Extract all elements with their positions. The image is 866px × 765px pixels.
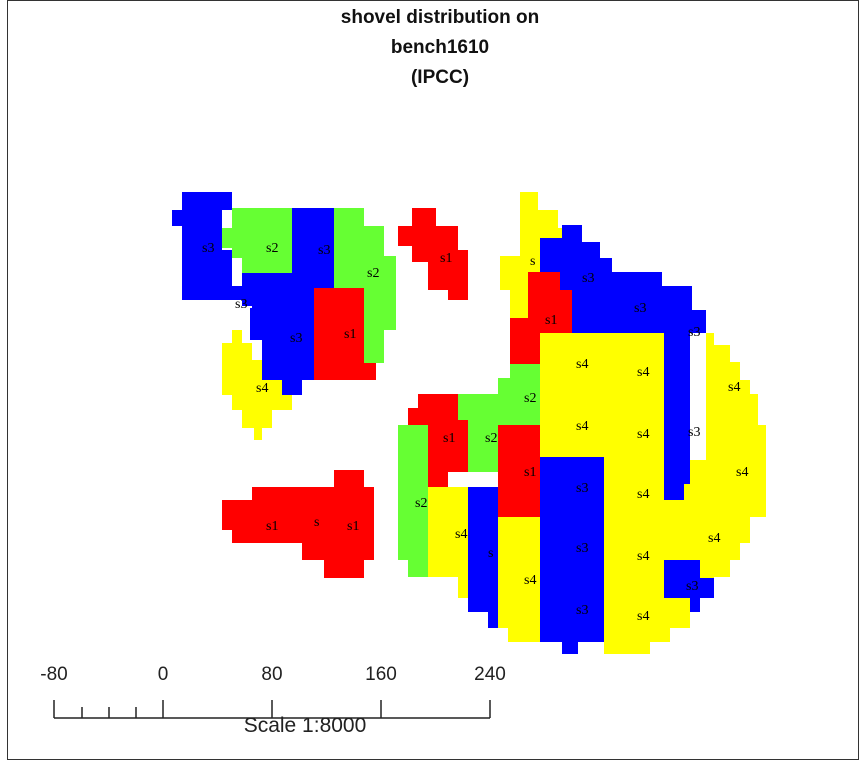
zone-label: s1 [440, 251, 452, 266]
zone-label: s4 [576, 419, 588, 434]
block-northwest [172, 192, 396, 440]
zone-label: s1 [545, 313, 557, 328]
scale-tick-label: 240 [474, 664, 506, 685]
zone-label: s3 [235, 297, 247, 312]
zone-label: s3 [576, 541, 588, 556]
zone-s3-northwest-a [172, 192, 302, 395]
map-title-line-3: (IPCC) [410, 67, 470, 88]
zone-label: s3 [202, 241, 214, 256]
zone-label: s3 [634, 301, 646, 316]
zone-s2-northwest-a [222, 208, 292, 273]
zone-label: s [530, 254, 535, 269]
zone-label: s3 [688, 425, 700, 440]
zone-s3-northwest-b [242, 208, 334, 380]
zone-label: s4 [637, 487, 649, 502]
zone-label: s1 [266, 519, 278, 534]
zone-labels: s3 s2 s3 s2 s1 s3 s3 s1 s4 s s3 s3 s1 s3… [202, 241, 748, 624]
zone-label: s [314, 515, 319, 530]
zone-label: s3 [576, 603, 588, 618]
zone-s1-east-center-b [498, 425, 540, 517]
zone-label: s3 [686, 579, 698, 594]
zone-label: s1 [344, 327, 356, 342]
zone-s3-east-southeast [664, 560, 714, 612]
zone-label: s1 [524, 465, 536, 480]
zone-s2-east-west-strip [398, 425, 428, 577]
zone-s3-east-north [540, 225, 706, 500]
zone-s1-east-center-a [408, 394, 468, 487]
zone-s1-northwest [314, 288, 376, 380]
zone-label: s3 [582, 271, 594, 286]
map-title-line-1: shovel distribution on [340, 7, 540, 28]
zone-s4-east-west [428, 487, 468, 598]
zone-label: s4 [524, 573, 536, 588]
scale-tick-label: 0 [157, 664, 169, 685]
zone-s4-northwest [222, 330, 292, 440]
zone-s4-east-southwest [498, 517, 540, 642]
scale-tick-label: -80 [40, 664, 68, 685]
zone-label: s4 [455, 527, 467, 542]
scale-bar [53, 700, 491, 719]
zone-s3-east-south [540, 457, 604, 654]
map-title-line-2: bench1610 [390, 37, 490, 58]
zone-label: s3 [318, 243, 330, 258]
zone-label: s4 [637, 609, 649, 624]
zone-label: s3 [688, 325, 700, 340]
block-east [398, 192, 766, 654]
scale-tick-label: 80 [261, 664, 283, 685]
zone-s3-east-west [468, 487, 498, 628]
scale-caption: Scale 1:8000 [243, 714, 367, 737]
zone-label: s2 [415, 496, 427, 511]
zone-s1-north-island [398, 208, 468, 300]
zone-s1-south-island [222, 470, 374, 578]
zone-label: s2 [367, 266, 379, 281]
zone-label: s4 [728, 380, 740, 395]
zone-label: s2 [524, 391, 536, 406]
zone-label: s3 [576, 481, 588, 496]
zone-label: s2 [266, 241, 278, 256]
zone-label: s4 [256, 381, 268, 396]
zone-label: s4 [736, 465, 748, 480]
zone-label: s4 [708, 531, 720, 546]
zone-s2-east-center [458, 364, 540, 472]
zone-label: s3 [290, 331, 302, 346]
scale-tick-label: 160 [365, 664, 397, 685]
zone-s4-east-main [540, 333, 766, 654]
zone-label: s4 [637, 427, 649, 442]
zone-label: s1 [443, 431, 455, 446]
zone-label: s4 [637, 365, 649, 380]
zone-s1-east-north [510, 272, 572, 364]
zone-label: s1 [347, 519, 359, 534]
zone-label: s4 [637, 549, 649, 564]
zone-label: s2 [485, 431, 497, 446]
zone-label: s4 [576, 357, 588, 372]
zone-label: s [488, 546, 493, 561]
zone-s2-northwest-b [334, 208, 396, 363]
zone-s4-east-north [500, 192, 570, 318]
